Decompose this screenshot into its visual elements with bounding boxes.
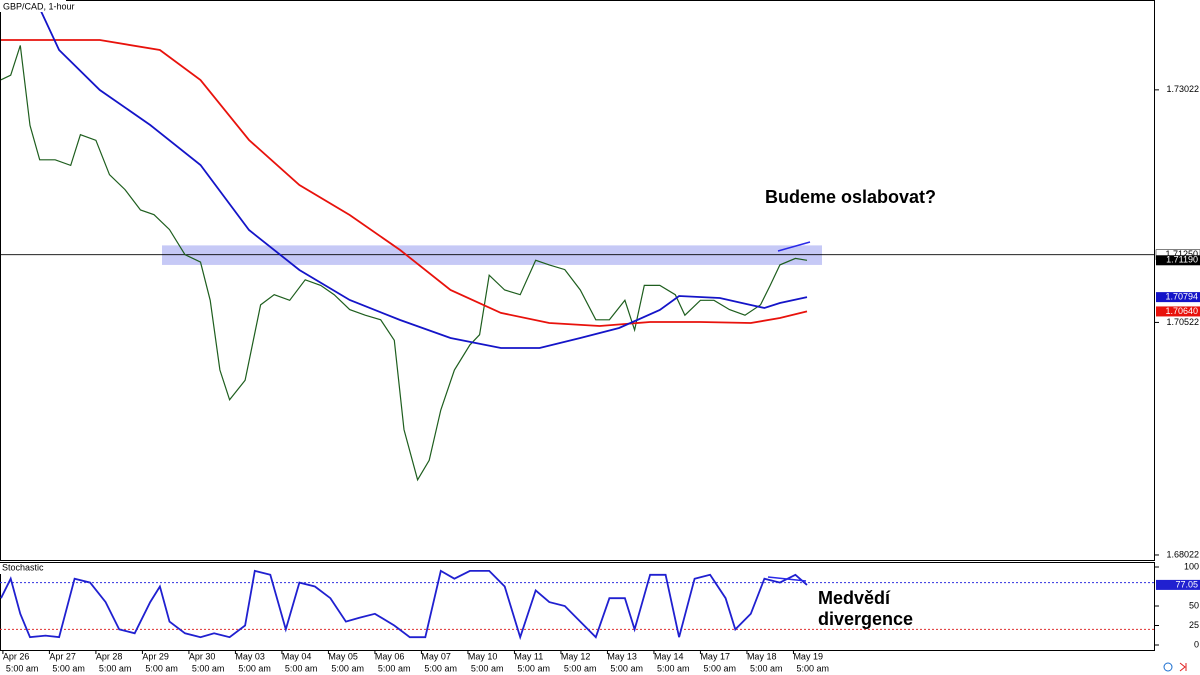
y-tick-label: 1.70522 bbox=[1166, 317, 1199, 327]
x-tick-label: 5:00 am bbox=[610, 663, 643, 673]
price-label: 1.71250 bbox=[1165, 249, 1198, 259]
price-marker-label: 1.70640 bbox=[1165, 306, 1198, 316]
icon[interactable] bbox=[1179, 662, 1187, 672]
y-tick-label: 1.73022 bbox=[1166, 84, 1199, 94]
x-tick-label: 5:00 am bbox=[99, 663, 132, 673]
x-tick-label: May 06 bbox=[375, 651, 405, 661]
x-tick-label: 5:00 am bbox=[378, 663, 411, 673]
x-tick-label: Apr 26 bbox=[3, 651, 30, 661]
y-tick-label: 0 bbox=[1194, 639, 1199, 649]
toolbar-icons[interactable] bbox=[1163, 662, 1187, 672]
x-tick-label: 5:00 am bbox=[331, 663, 364, 673]
y-tick-label: 25 bbox=[1189, 620, 1199, 630]
x-tick-label: 5:00 am bbox=[750, 663, 783, 673]
x-tick-label: 5:00 am bbox=[145, 663, 178, 673]
price-marker bbox=[1156, 306, 1200, 317]
x-tick-label: May 04 bbox=[282, 651, 312, 661]
y-tick-label: 1.68022 bbox=[1166, 549, 1199, 559]
x-tick-label: 5:00 am bbox=[285, 663, 318, 673]
price-marker bbox=[1156, 255, 1200, 266]
x-tick-label: May 12 bbox=[561, 651, 591, 661]
x-tick-label: Apr 28 bbox=[96, 651, 123, 661]
x-tick-label: 5:00 am bbox=[238, 663, 271, 673]
x-tick-label: 5:00 am bbox=[52, 663, 85, 673]
x-tick-label: May 10 bbox=[468, 651, 498, 661]
x-tick-label: Apr 27 bbox=[49, 651, 76, 661]
divergence-line bbox=[777, 241, 811, 252]
price-marker-label: 1.70794 bbox=[1165, 291, 1198, 301]
x-tick-label: May 17 bbox=[700, 651, 730, 661]
panel-title: Stochastic bbox=[2, 562, 44, 572]
title-bg bbox=[0, 0, 66, 12]
series-line bbox=[0, 569, 808, 641]
x-tick-label: 5:00 am bbox=[564, 663, 597, 673]
x-tick-label: May 11 bbox=[514, 651, 543, 661]
resistance-zone bbox=[162, 245, 822, 265]
value-marker-label: 77.05 bbox=[1175, 579, 1198, 589]
x-tick-label: 5:00 am bbox=[657, 663, 690, 673]
series-line bbox=[0, 45, 808, 482]
value-marker bbox=[1156, 579, 1200, 590]
x-tick-label: 5:00 am bbox=[471, 663, 504, 673]
x-tick-label: May 19 bbox=[793, 651, 823, 661]
x-tick-label: Apr 29 bbox=[142, 651, 169, 661]
panel-title-bg bbox=[0, 563, 40, 574]
y-tick-label: 50 bbox=[1189, 600, 1199, 610]
y-tick-label: 100 bbox=[1184, 561, 1199, 571]
price-marker bbox=[1156, 292, 1200, 303]
x-tick-label: May 14 bbox=[654, 651, 684, 661]
x-tick-label: May 13 bbox=[607, 651, 637, 661]
x-tick-label: 5:00 am bbox=[6, 663, 39, 673]
chart-title: GBP/CAD, 1-hour bbox=[3, 1, 75, 11]
x-tick-label: May 07 bbox=[421, 651, 451, 661]
x-tick-label: 5:00 am bbox=[192, 663, 225, 673]
x-tick-label: 5:00 am bbox=[424, 663, 457, 673]
annotation: Budeme oslabovat? bbox=[765, 187, 936, 207]
x-tick-label: 5:00 am bbox=[703, 663, 736, 673]
price-marker-label: 1.71190 bbox=[1166, 255, 1198, 265]
series-line bbox=[34, 0, 808, 349]
main-panel bbox=[0, 0, 1155, 561]
annotation: Medvědí bbox=[818, 588, 891, 608]
x-tick-label: May 18 bbox=[747, 651, 777, 661]
icon[interactable] bbox=[1163, 662, 1173, 672]
x-tick-label: Apr 30 bbox=[189, 651, 216, 661]
stochastic-panel bbox=[0, 562, 1155, 651]
series-line bbox=[1, 39, 808, 327]
x-tick-label: 5:00 am bbox=[796, 663, 829, 673]
x-tick-label: 5:00 am bbox=[517, 663, 550, 673]
x-tick-label: May 03 bbox=[235, 651, 265, 661]
x-tick-label: May 05 bbox=[328, 651, 358, 661]
annotation: divergence bbox=[818, 609, 913, 629]
divergence-line bbox=[767, 576, 807, 582]
